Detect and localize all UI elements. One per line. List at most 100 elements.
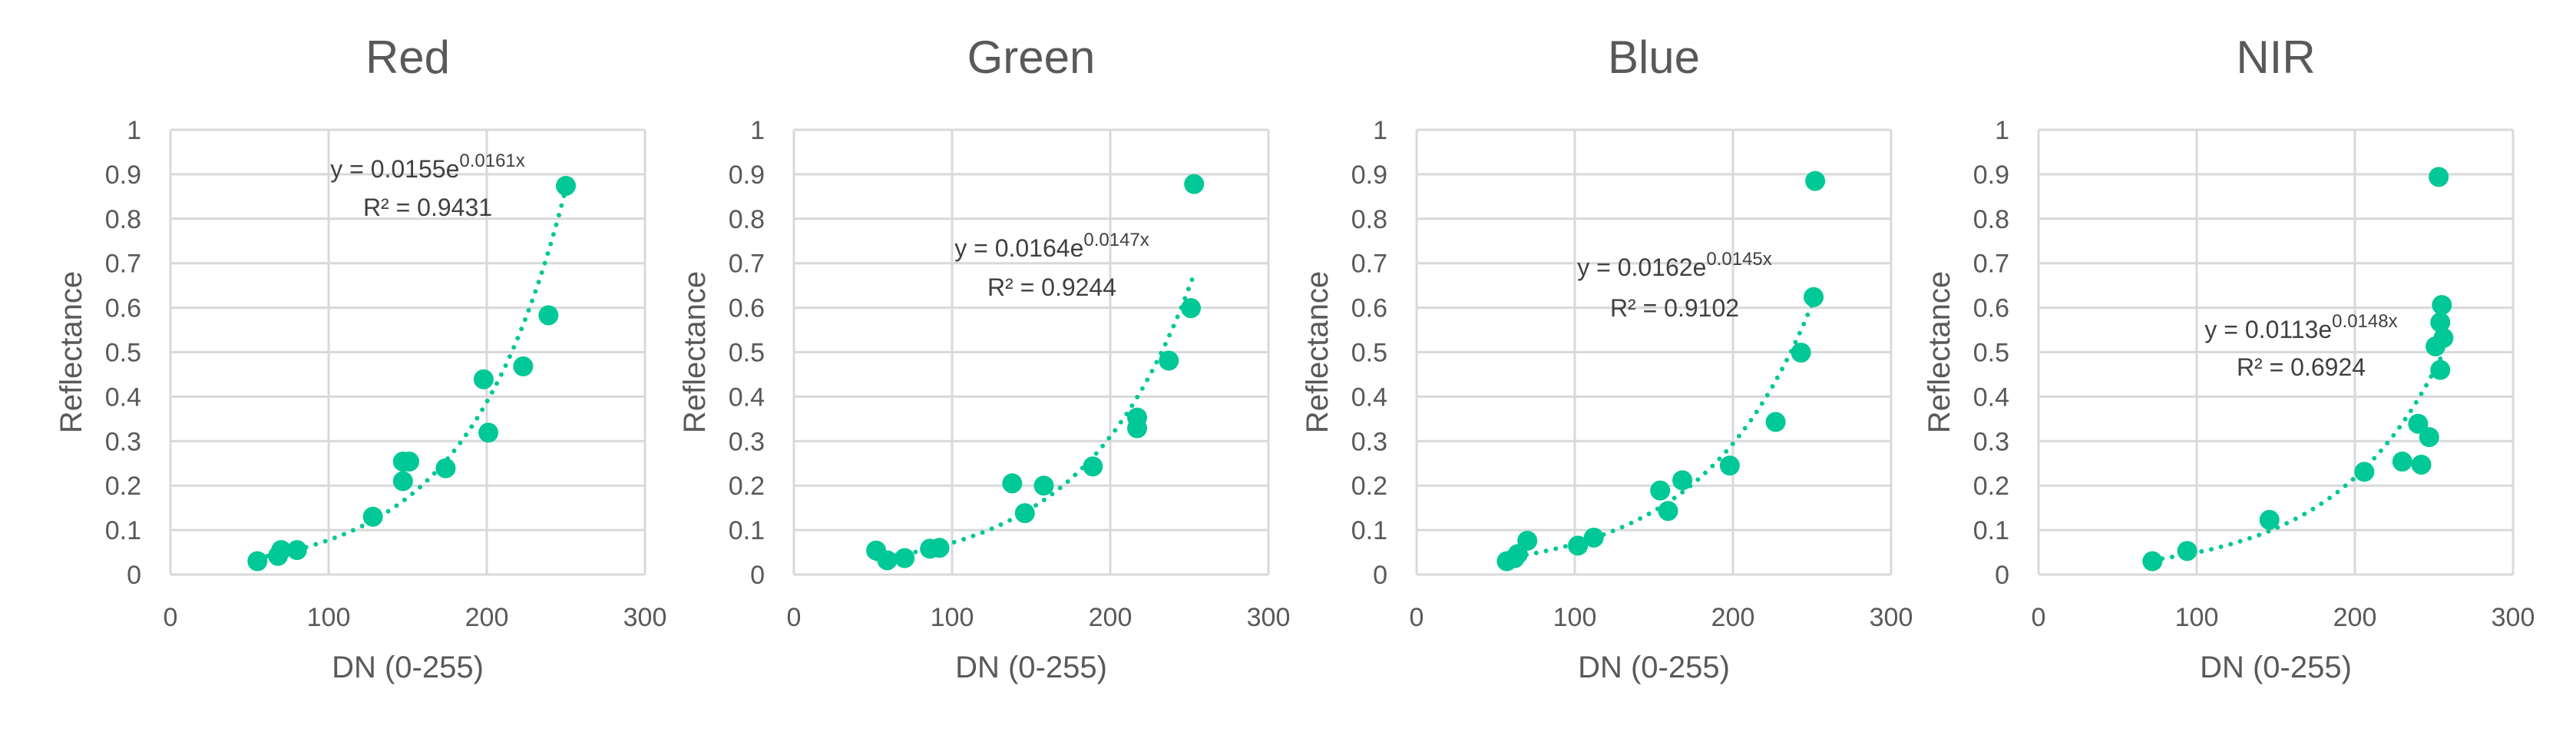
data-point bbox=[1127, 418, 1148, 439]
data-point bbox=[538, 305, 559, 326]
y-axis-title: Reflectance bbox=[678, 271, 712, 433]
x-axis-title: DN (0-255) bbox=[332, 651, 484, 684]
data-point bbox=[1184, 174, 1205, 194]
data-point bbox=[556, 175, 576, 196]
chart-title: Red bbox=[365, 31, 450, 83]
x-tick-label: 300 bbox=[1247, 603, 1291, 632]
y-axis-title: Reflectance bbox=[1301, 271, 1334, 433]
data-point bbox=[1083, 456, 1103, 477]
x-tick-label: 100 bbox=[1553, 603, 1597, 632]
trendline-equation: y = 0.0162e0.0145x bbox=[1577, 249, 1772, 281]
y-tick-label: 0.4 bbox=[1973, 383, 2009, 412]
y-tick-label: 0.2 bbox=[1351, 472, 1387, 501]
chart-panel-red: Red 0 0.1 0.2 0.3 0.4 0.5 0.6 0.7 0.8 0.9 1 0 100 200 3… bbox=[55, 31, 666, 684]
chart-title: Green bbox=[967, 31, 1096, 83]
y-tick-label: 0.6 bbox=[729, 294, 765, 323]
x-tick-label: 200 bbox=[465, 603, 509, 632]
data-point bbox=[1568, 535, 1589, 556]
r-squared-label: R² = 0.6924 bbox=[2237, 353, 2366, 381]
chart-title: Blue bbox=[1608, 31, 1700, 83]
y-tick-label: 0.7 bbox=[1973, 250, 2009, 279]
y-tick-label: 0.4 bbox=[1351, 383, 1387, 412]
data-point bbox=[1805, 171, 1826, 191]
data-point bbox=[1014, 503, 1035, 524]
y-tick-label: 0.1 bbox=[729, 516, 765, 545]
data-point bbox=[473, 369, 494, 389]
data-point bbox=[2432, 295, 2452, 316]
y-tick-label: 0.6 bbox=[1351, 294, 1387, 323]
y-tick-label: 0.2 bbox=[729, 472, 765, 501]
equation-exponent: 0.0145x bbox=[1706, 249, 1771, 270]
y-tick-label: 0.1 bbox=[1351, 516, 1387, 545]
data-point bbox=[894, 548, 915, 568]
data-point bbox=[286, 540, 307, 561]
y-tick-label: 0.1 bbox=[1973, 516, 2009, 545]
equation-base: y = 0.0155e bbox=[330, 155, 459, 183]
x-tick-label: 0 bbox=[787, 603, 802, 632]
y-tick-label: 0.8 bbox=[1973, 205, 2009, 234]
equation-base: y = 0.0113e bbox=[2204, 316, 2332, 343]
y-tick-label: 0 bbox=[750, 561, 765, 590]
y-tick-label: 0.5 bbox=[729, 339, 765, 368]
data-point bbox=[362, 506, 383, 527]
y-tick-label: 0.8 bbox=[105, 205, 141, 234]
data-point bbox=[478, 422, 499, 443]
trendline-equation: y = 0.0155e0.0161x bbox=[330, 151, 525, 183]
equation-exponent: 0.0148x bbox=[2332, 311, 2397, 332]
y-tick-label: 0 bbox=[1373, 561, 1387, 590]
data-point bbox=[399, 451, 420, 472]
data-point bbox=[2411, 454, 2432, 475]
data-point bbox=[1033, 475, 1054, 496]
trendline-equation: y = 0.0113e0.0148x bbox=[2204, 311, 2397, 343]
y-axis-title: Reflectance bbox=[1923, 271, 1956, 433]
data-point bbox=[1583, 527, 1604, 548]
chart-panel-nir: NIR 0 0.1 0.2 0.3 0.4 0.5 0.6 0.7 0.8 0.9 1 0 100 200 3… bbox=[1923, 31, 2535, 684]
x-axis-title: DN (0-255) bbox=[955, 651, 1107, 684]
exponential-trendline bbox=[255, 186, 568, 561]
data-point bbox=[392, 471, 413, 492]
data-point bbox=[1672, 470, 1693, 491]
data-point bbox=[1804, 287, 1824, 307]
data-point bbox=[513, 356, 534, 377]
y-tick-label: 0.3 bbox=[105, 427, 141, 456]
x-tick-label: 300 bbox=[1870, 603, 1913, 632]
x-axis-title: DN (0-255) bbox=[2200, 651, 2352, 684]
data-point bbox=[1765, 412, 1786, 432]
chart-panel-green: Green 0 0.1 0.2 0.3 0.4 0.5 0.6 0.7 0.8 0.9 1 0 100 20… bbox=[678, 31, 1290, 684]
y-tick-label: 0.6 bbox=[1973, 294, 2009, 323]
trendline-equation: y = 0.0164e0.0147x bbox=[954, 230, 1149, 262]
data-point bbox=[2392, 451, 2412, 472]
y-tick-label: 0.7 bbox=[1351, 250, 1387, 279]
y-tick-label: 0.9 bbox=[105, 161, 141, 190]
equation-exponent: 0.0161x bbox=[459, 151, 524, 171]
data-point bbox=[1181, 298, 1202, 319]
x-tick-label: 200 bbox=[2333, 603, 2377, 632]
data-point bbox=[877, 550, 898, 571]
equation-base: y = 0.0162e bbox=[1577, 253, 1706, 281]
r-squared-label: R² = 0.9431 bbox=[363, 194, 492, 221]
data-point bbox=[1159, 350, 1179, 371]
data-point bbox=[1719, 455, 1740, 476]
exponential-trendline bbox=[874, 271, 1197, 561]
data-point bbox=[271, 540, 292, 561]
y-tick-label: 0.9 bbox=[1973, 161, 2009, 190]
data-point bbox=[1791, 343, 1811, 363]
data-point bbox=[2408, 413, 2429, 434]
data-point bbox=[2259, 509, 2280, 530]
x-tick-label: 300 bbox=[623, 603, 667, 632]
chart-panel-blue: Blue 0 0.1 0.2 0.3 0.4 0.5 0.6 0.7 0.8 0.9 1 0 100 200… bbox=[1301, 31, 1913, 684]
data-point bbox=[1658, 501, 1678, 522]
r-squared-label: R² = 0.9102 bbox=[1610, 294, 1739, 322]
data-point bbox=[2433, 327, 2454, 348]
y-tick-label: 1 bbox=[1995, 116, 2009, 145]
y-tick-label: 0.3 bbox=[1973, 427, 2009, 456]
y-tick-label: 0.6 bbox=[105, 294, 141, 323]
y-tick-label: 0.3 bbox=[729, 427, 765, 456]
chart-title: NIR bbox=[2236, 31, 2315, 83]
y-tick-label: 0.9 bbox=[729, 161, 765, 190]
equation-exponent: 0.0147x bbox=[1083, 230, 1149, 250]
y-tick-label: 0.5 bbox=[105, 339, 141, 368]
x-tick-label: 0 bbox=[2032, 603, 2046, 632]
x-tick-label: 300 bbox=[2492, 603, 2535, 632]
